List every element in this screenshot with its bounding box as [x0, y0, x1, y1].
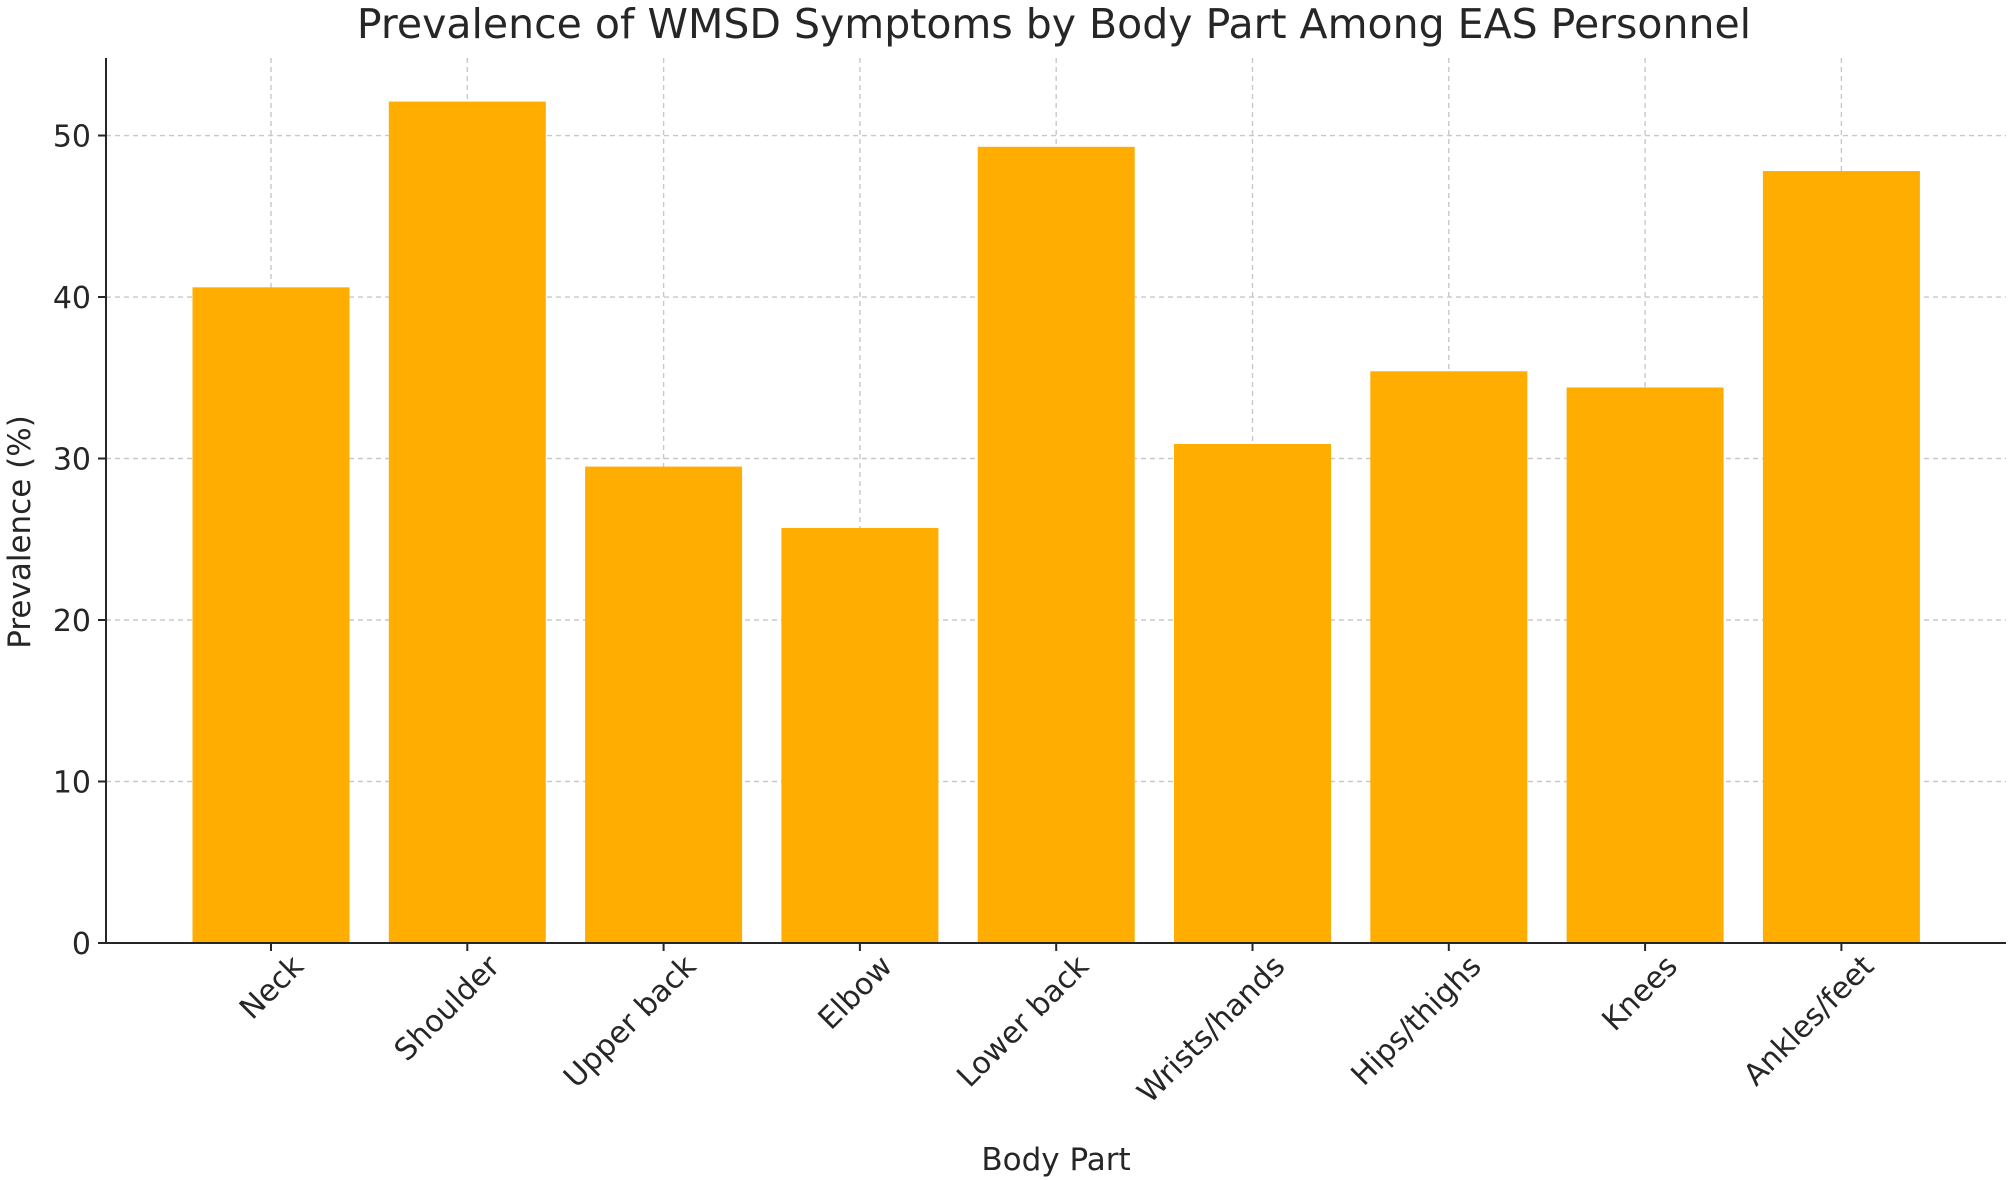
y-tick-label: 30: [53, 443, 91, 478]
x-tick-label: Wrists/hands: [1131, 949, 1292, 1110]
y-tick-label: 10: [53, 766, 91, 801]
y-tick-label: 40: [53, 281, 91, 316]
bar: [585, 466, 743, 943]
chart-title: Prevalence of WMSD Symptoms by Body Part…: [357, 0, 1751, 48]
x-axis-ticks: Neck Shoulder Upper back Elbow Lower back Wri…: [233, 943, 1881, 1110]
y-axis-label: Prevalence (%): [2, 415, 38, 649]
bar: [781, 527, 939, 943]
x-tick-label: Neck: [233, 948, 311, 1026]
x-tick-label: Lower back: [950, 948, 1096, 1094]
x-tick-label: Hips/thighs: [1345, 949, 1489, 1093]
bar: [1566, 387, 1724, 944]
bar: [388, 101, 546, 944]
x-tick-label: Knees: [1595, 949, 1684, 1038]
bar: [1174, 443, 1331, 943]
y-tick-label: 20: [53, 604, 91, 639]
x-tick-label: Elbow: [812, 949, 900, 1037]
bar: [1762, 171, 1920, 944]
bars: [192, 101, 1920, 944]
x-tick-label: Shoulder: [388, 948, 508, 1068]
x-tick-label: Upper back: [557, 948, 704, 1095]
x-tick-label: Ankles/feet: [1737, 949, 1881, 1093]
y-axis-ticks: 0 10 20 30 40 50: [53, 120, 106, 962]
bar: [1370, 371, 1528, 943]
x-axis-label: Body Part: [981, 1142, 1130, 1178]
y-tick-label: 50: [53, 120, 91, 155]
y-tick-label: 0: [72, 927, 91, 962]
bar: [977, 146, 1135, 943]
bar: [192, 287, 350, 943]
